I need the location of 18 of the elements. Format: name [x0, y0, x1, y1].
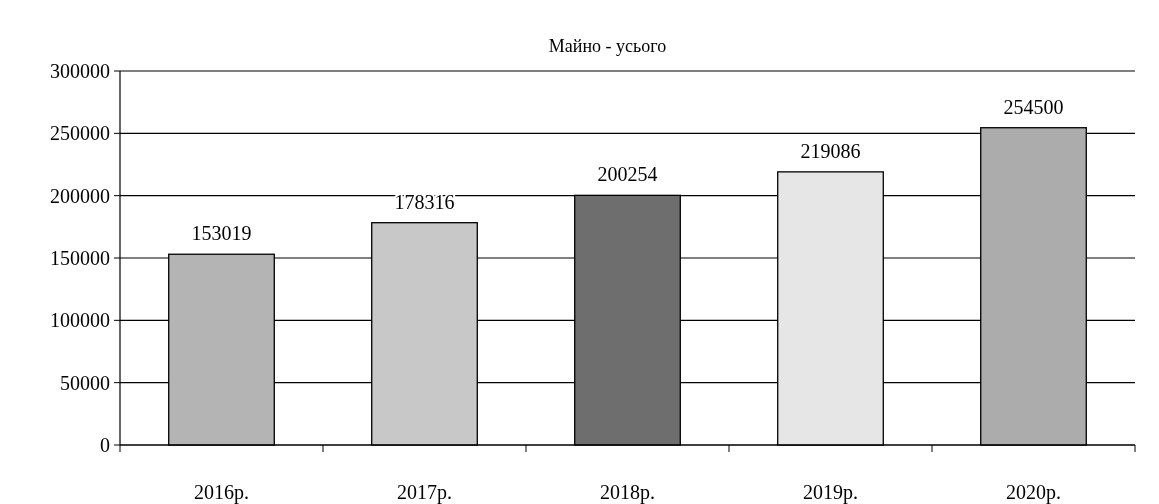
chart-title: Майно - усього — [548, 36, 667, 56]
data-label: 153019 — [191, 222, 252, 245]
x-tick-label: 2020р. — [1006, 481, 1061, 504]
x-tick-label: 2017р. — [397, 481, 452, 504]
data-label: 219086 — [800, 139, 861, 162]
data-label: 178316 — [394, 190, 455, 213]
x-tick-label: 2019р. — [803, 481, 858, 504]
data-label: 200254 — [597, 163, 658, 186]
y-tick-label: 0 — [100, 434, 110, 456]
y-tick-label: 150000 — [50, 247, 110, 269]
y-tick-label: 250000 — [50, 122, 110, 145]
y-tick-label: 300000 — [50, 60, 110, 82]
x-tick-label: 2016р. — [194, 481, 249, 504]
y-tick-label: 50000 — [60, 371, 110, 394]
y-tick-label: 100000 — [50, 309, 110, 332]
y-tick-label: 200000 — [50, 184, 110, 207]
x-tick-label: 2018р. — [600, 481, 655, 504]
data-label: 254500 — [1003, 95, 1064, 118]
